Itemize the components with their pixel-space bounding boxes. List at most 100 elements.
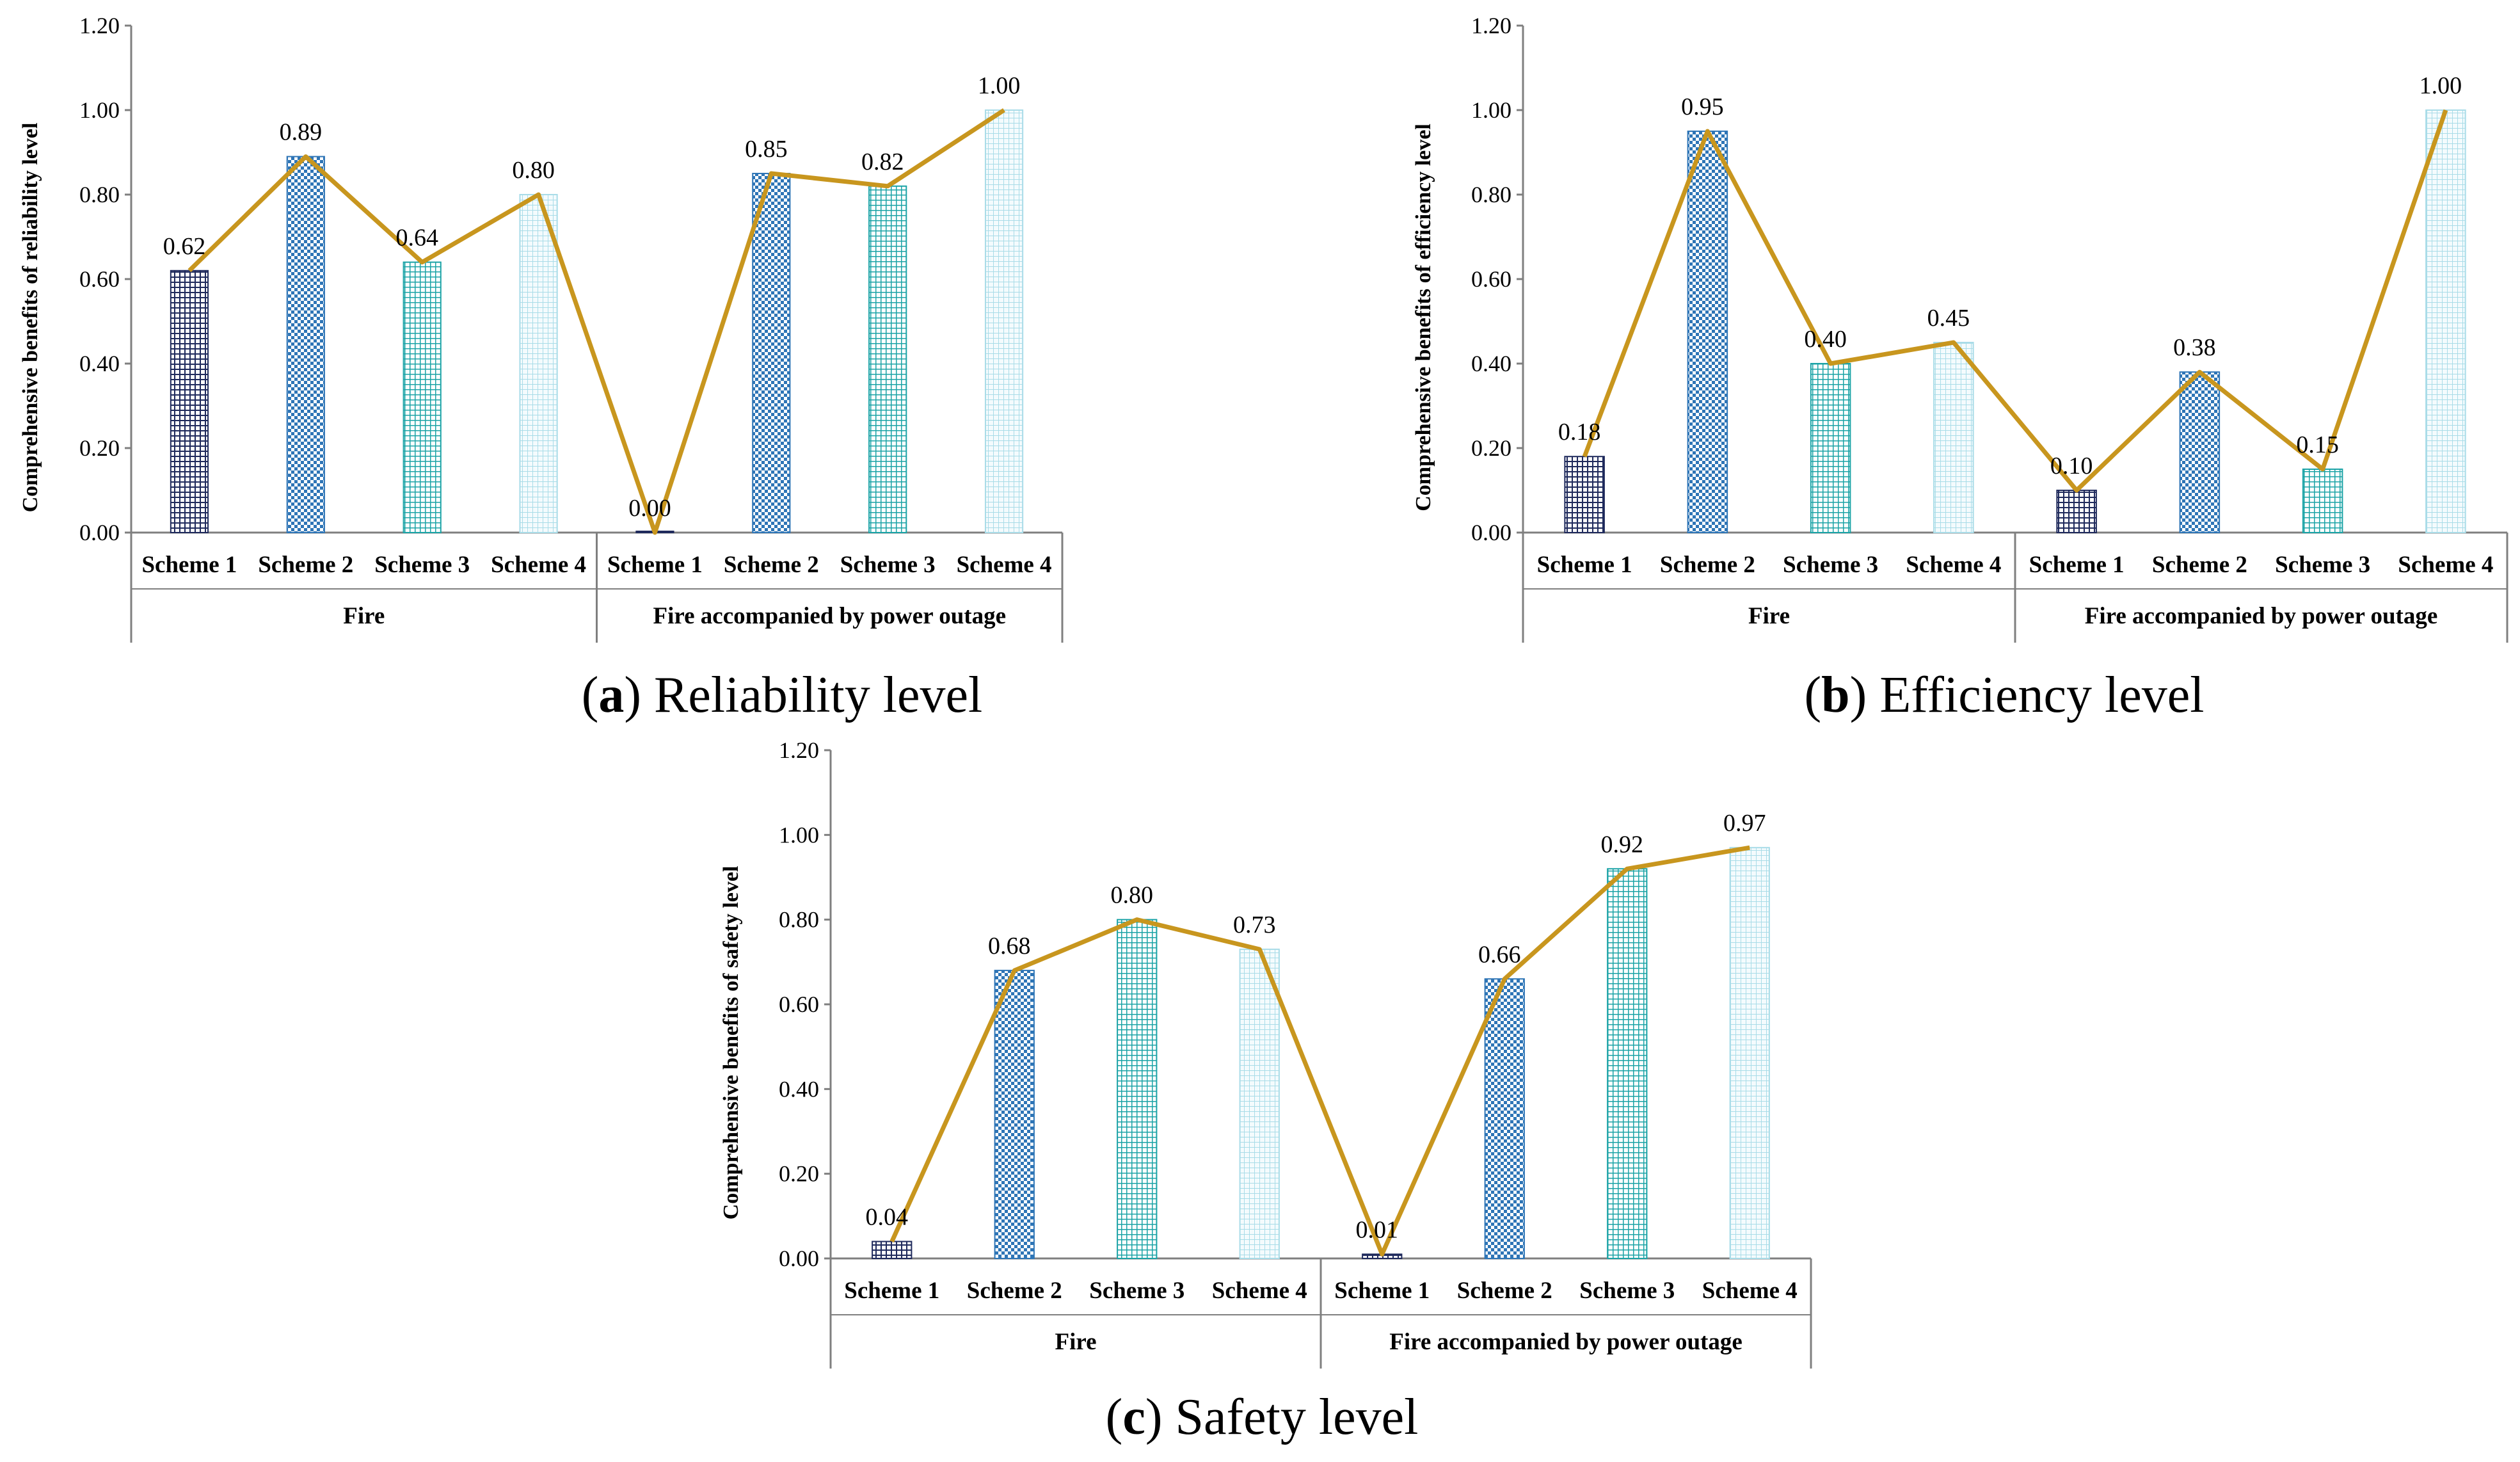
group-label: Fire xyxy=(1055,1329,1096,1355)
category-label: Scheme 3 xyxy=(1783,552,1878,578)
panel-caption-letter: c xyxy=(1122,1389,1145,1445)
category-label: Scheme 4 xyxy=(957,552,1052,578)
trend-line xyxy=(889,845,1750,1257)
data-label: 0.45 xyxy=(1927,305,1970,332)
data-label: 0.95 xyxy=(1681,93,1724,120)
category-label: Scheme 3 xyxy=(374,552,470,578)
category-label: Scheme 2 xyxy=(1660,552,1755,578)
data-label: 0.82 xyxy=(861,149,904,175)
category-label: Scheme 1 xyxy=(1334,1278,1430,1304)
bar-fire-scheme-2 xyxy=(1687,131,1728,533)
data-label: 0.01 xyxy=(1356,1216,1399,1243)
category-label: Scheme 2 xyxy=(967,1278,1062,1304)
data-label: 0.97 xyxy=(1723,810,1766,837)
category-label: Scheme 3 xyxy=(1089,1278,1184,1304)
y-axis-label: Comprehensive benefits of reliability le… xyxy=(19,123,42,513)
panel-caption: (c) Safety level xyxy=(1106,1389,1419,1445)
panel-caption-text: Reliability level xyxy=(654,667,982,723)
category-label: Scheme 1 xyxy=(607,552,703,578)
bar-fire-scheme-4 xyxy=(1933,342,1974,533)
data-label: 0.73 xyxy=(1233,912,1276,938)
bar-outage-scheme-1 xyxy=(2056,490,2097,533)
bar-outage-scheme-4 xyxy=(2425,109,2466,533)
y-tick-label: 1.20 xyxy=(779,737,819,763)
chart-panel-a: 0.00 0.20 0.40 0.60 0.80 1.00 1.20 Comprehensiv… xyxy=(19,13,1064,723)
y-tick-label: 1.00 xyxy=(1471,97,1511,123)
category-label: Scheme 1 xyxy=(141,552,237,578)
panel-caption-letter: b xyxy=(1821,667,1850,723)
bar-outage-scheme-2 xyxy=(1484,978,1525,1260)
category-label: Scheme 2 xyxy=(258,552,353,578)
data-label: 0.92 xyxy=(1601,831,1644,858)
category-label: Scheme 2 xyxy=(724,552,819,578)
data-label: 0.80 xyxy=(1111,882,1154,909)
y-tick-label: 0.00 xyxy=(779,1246,819,1271)
data-label: 1.00 xyxy=(2420,72,2462,99)
bar-fire-scheme-1 xyxy=(1564,456,1605,534)
group-label: Fire xyxy=(343,603,385,629)
data-label: 1.00 xyxy=(978,72,1021,99)
category-label: Scheme 4 xyxy=(1702,1278,1798,1304)
bar-outage-scheme-3 xyxy=(1607,868,1648,1260)
y-tick-label: 0.40 xyxy=(79,351,120,376)
category-label: Scheme 3 xyxy=(1579,1278,1675,1304)
data-label: 0.85 xyxy=(745,136,788,163)
category-label: Scheme 4 xyxy=(1906,552,2001,578)
y-tick-label: 0.20 xyxy=(1471,435,1511,461)
bar-fire-scheme-3 xyxy=(403,261,442,533)
data-label: 0.66 xyxy=(1478,941,1521,968)
bar-fire-scheme-3 xyxy=(1117,919,1158,1259)
y-tick-label: 0.00 xyxy=(1471,520,1511,545)
bar-outage-scheme-3 xyxy=(2302,469,2343,533)
panel-caption-text: Efficiency level xyxy=(1879,667,2204,723)
data-label: 0.64 xyxy=(395,225,438,252)
category-label: Scheme 1 xyxy=(2029,552,2125,578)
bar-outage-scheme-4 xyxy=(1729,847,1770,1259)
trend-line xyxy=(187,108,1005,535)
data-label: 0.18 xyxy=(1558,419,1601,446)
category-label: Scheme 4 xyxy=(491,552,586,578)
y-tick-label: 0.80 xyxy=(79,182,120,207)
data-label: 0.40 xyxy=(1804,326,1847,353)
data-label: 0.04 xyxy=(866,1204,909,1231)
y-tick-label: 1.20 xyxy=(1471,13,1511,38)
group-label: Fire accompanied by power outage xyxy=(653,603,1006,629)
y-tick-label: 0.60 xyxy=(79,266,120,292)
bar-outage-scheme-2 xyxy=(2179,371,2221,534)
bar-fire-scheme-2 xyxy=(994,970,1035,1259)
data-label: 0.00 xyxy=(628,495,671,522)
y-tick-label: 0.40 xyxy=(1471,351,1511,376)
y-tick-label: 0.20 xyxy=(79,435,120,461)
chart-panel-c: 0.00 0.20 0.40 0.60 0.80 1.00 1.20 Comprehensiv… xyxy=(719,737,1812,1445)
data-label: 0.62 xyxy=(163,233,206,260)
category-label: Scheme 1 xyxy=(1537,552,1632,578)
category-label: Scheme 4 xyxy=(2398,552,2493,578)
data-label: 0.38 xyxy=(2173,334,2216,361)
bar-outage-scheme-4 xyxy=(984,109,1024,533)
bar-fire-scheme-2 xyxy=(286,156,325,534)
panel-caption-text: Safety level xyxy=(1175,1389,1418,1445)
y-tick-label: 1.00 xyxy=(779,822,819,847)
category-label: Scheme 3 xyxy=(2275,552,2370,578)
y-tick-label: 0.00 xyxy=(79,520,120,545)
group-label: Fire xyxy=(1748,603,1790,629)
bar-fire-scheme-3 xyxy=(1810,363,1851,533)
data-label: 0.80 xyxy=(512,157,555,184)
bar-fire-scheme-4 xyxy=(1239,948,1280,1259)
y-tick-label: 0.80 xyxy=(1471,182,1511,207)
panel-caption: (a) Reliability level xyxy=(582,667,982,723)
y-tick-label: 0.60 xyxy=(779,992,819,1017)
category-label: Scheme 2 xyxy=(2152,552,2247,578)
bar-outage-scheme-3 xyxy=(868,185,907,533)
y-tick-label: 0.60 xyxy=(1471,266,1511,292)
data-label: 0.68 xyxy=(988,933,1031,960)
y-tick-label: 1.00 xyxy=(79,97,120,123)
y-tick-label: 0.20 xyxy=(779,1161,819,1187)
category-label: Scheme 4 xyxy=(1212,1278,1307,1304)
chart-panel-b: 0.00 0.20 0.40 0.60 0.80 1.00 1.20 Comprehensiv… xyxy=(1412,13,2508,723)
group-label: Fire accompanied by power outage xyxy=(2085,603,2438,629)
bar-fire-scheme-4 xyxy=(519,194,558,533)
data-label: 0.15 xyxy=(2296,431,2339,458)
category-label: Scheme 1 xyxy=(844,1278,939,1304)
